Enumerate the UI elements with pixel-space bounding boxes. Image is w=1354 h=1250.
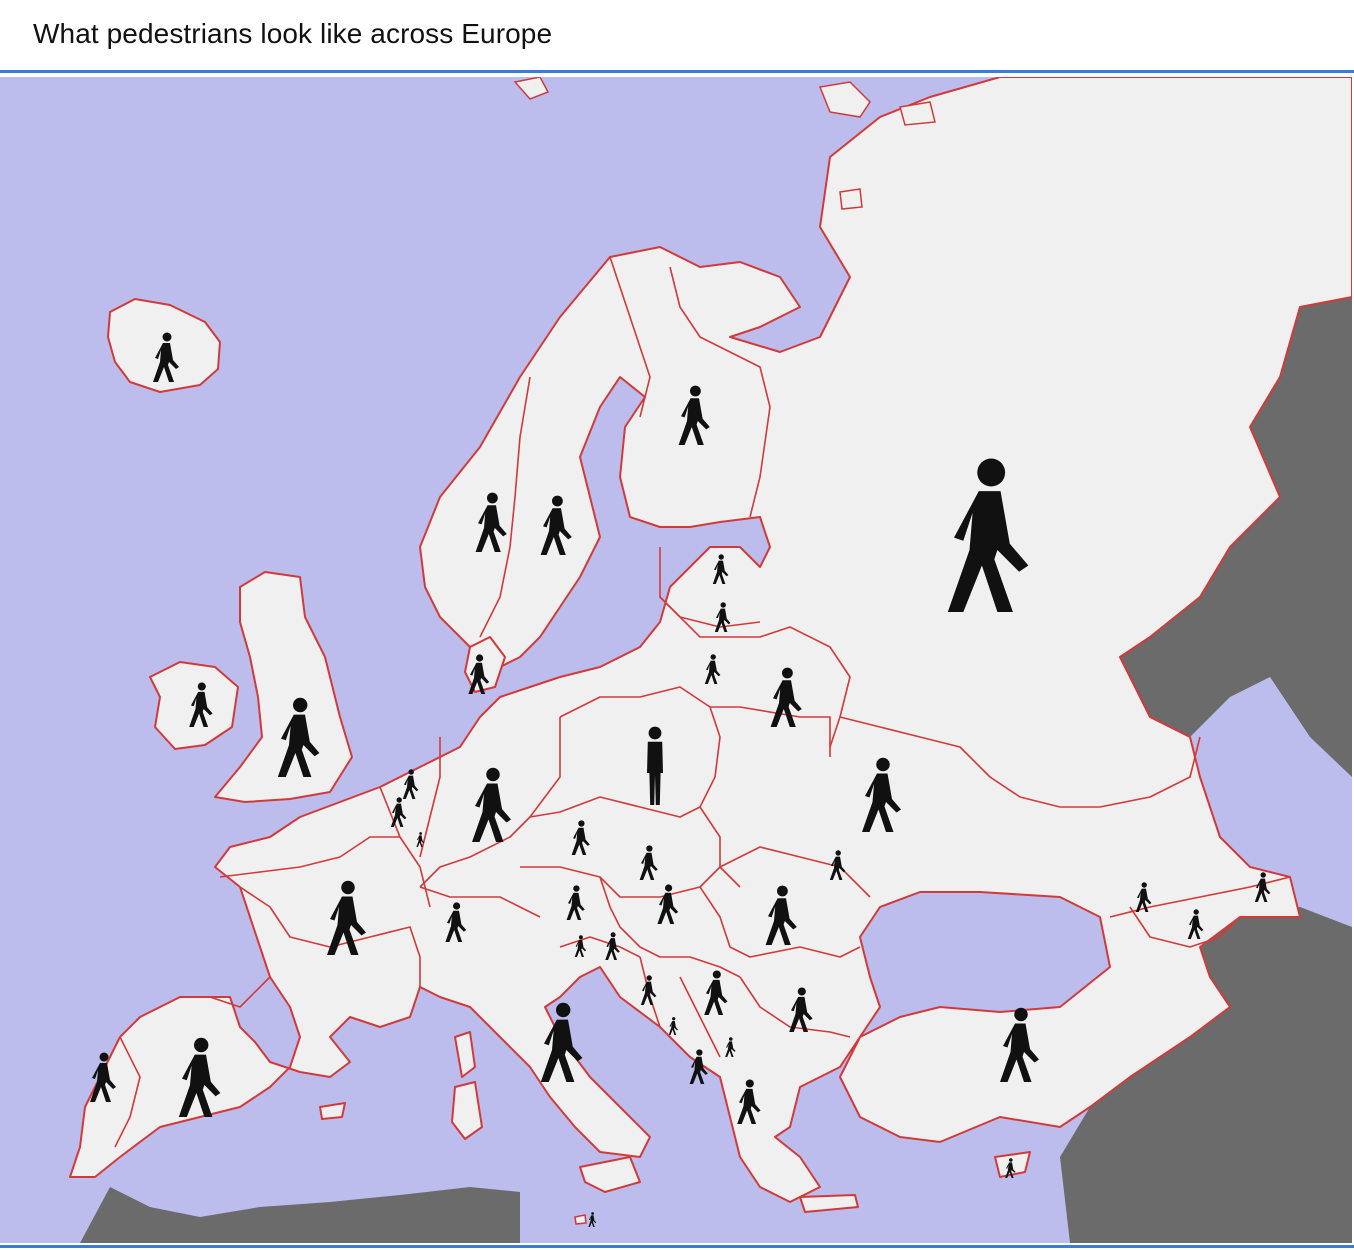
region-balearic (319, 1102, 346, 1120)
region-ireland (149, 661, 239, 750)
divider-bottom (0, 1245, 1354, 1248)
header-bar: What pedestrians look like across Europe (0, 0, 1354, 70)
page-title: What pedestrians look like across Europe (33, 18, 553, 49)
region-continental-europe (69, 77, 1352, 1203)
divider-top (0, 70, 1354, 73)
region-sardinia (451, 1081, 483, 1140)
region-crete (799, 1194, 859, 1213)
minor-islands (513, 77, 936, 1225)
europe-map (0, 77, 1352, 1243)
region-corsica (454, 1031, 476, 1078)
outside-land (80, 297, 1352, 1243)
region-sicily (579, 1156, 641, 1193)
region-great-britain (214, 571, 353, 803)
region-cyprus (994, 1151, 1031, 1178)
europe-landmass (69, 77, 1352, 1213)
